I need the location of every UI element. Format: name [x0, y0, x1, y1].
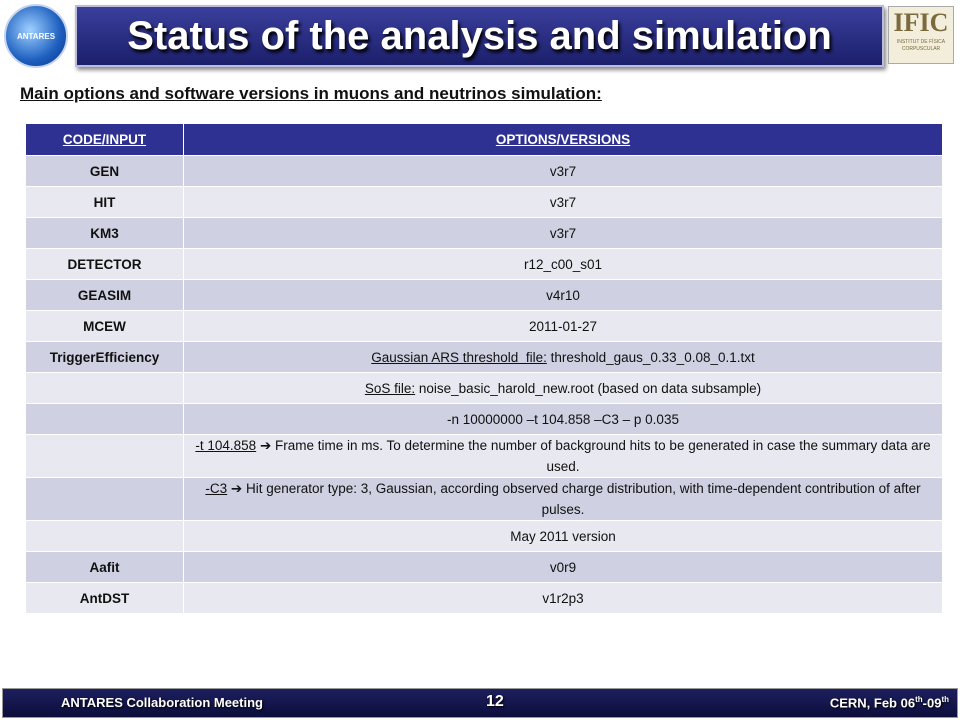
table-row: SoS file: noise_basic_harold_new.root (b…	[25, 372, 943, 404]
right-logo: IFIC INSTITUT DE FÍSICA CORPUSCULAR	[888, 6, 954, 64]
option-text: v3r7	[549, 194, 577, 210]
option-text: v3r7	[549, 163, 577, 179]
option-text: v3r7	[549, 225, 577, 241]
option-cell: v0r9	[183, 551, 943, 583]
code-cell: HIT	[25, 186, 184, 218]
subtitle: Main options and software versions in mu…	[20, 84, 602, 103]
option-cell: Gaussian ARS threshold file: threshold_g…	[183, 341, 943, 373]
footer-right-text: CERN, Feb 06	[829, 695, 916, 711]
code-cell: GEASIM	[25, 279, 184, 311]
header-row: CODE/INPUT OPTIONS/VERSIONS	[25, 123, 943, 156]
option-cell: v3r7	[183, 217, 943, 249]
table-row: Aafit v0r9	[25, 551, 943, 583]
table-row: GEN v3r7	[25, 155, 943, 187]
footer-right-text: -09	[922, 695, 942, 711]
option-cell: SoS file: noise_basic_harold_new.root (b…	[183, 372, 943, 404]
logo-subtext: INSTITUT DE FÍSICA CORPUSCULAR	[896, 39, 946, 52]
table-row: HIT v3r7	[25, 186, 943, 218]
table-row: -t 104.858 ➔ Frame time in ms. To determ…	[25, 434, 943, 478]
option-text: v0r9	[549, 559, 577, 575]
title: Status of the analysis and simulation	[127, 13, 832, 58]
option-text: SoS file:	[364, 380, 416, 396]
footer-right: CERN, Feb 06th-09th	[830, 695, 949, 710]
code-cell: GEN	[25, 155, 184, 187]
option-text: -C3	[205, 481, 228, 496]
table-row: May 2011 version	[25, 520, 943, 552]
header-cell: OPTIONS/VERSIONS	[183, 123, 943, 156]
code-cell: DETECTOR	[25, 248, 184, 280]
title-banner: Status of the analysis and simulation	[75, 5, 884, 67]
footer-right-text: th	[941, 695, 949, 704]
option-text: threshold_gaus_0.33_0.08_0.1.txt	[546, 349, 755, 365]
option-text: v4r10	[546, 287, 580, 303]
code-cell: Aafit	[25, 551, 184, 583]
option-cell: May 2011 version	[183, 520, 943, 552]
logo-text: ANTARES	[16, 31, 56, 41]
table-row: MCEW 2011-01-27	[25, 310, 943, 342]
table-row: -n 10000000 –t 104.858 –C3 – p 0.035	[25, 403, 943, 435]
option-cell: v1r2p3	[183, 582, 943, 614]
option-text: May 2011 version	[510, 528, 616, 544]
option-cell: 2011-01-27	[183, 310, 943, 342]
code-cell: TriggerEfficiency	[25, 341, 184, 373]
code-cell	[25, 434, 184, 478]
table-row: DETECTOR r12_c00_s01	[25, 248, 943, 280]
options-table: CODE/INPUT OPTIONS/VERSIONS GEN v3r7 HIT v3r7…	[25, 123, 943, 614]
page-number: 12	[486, 693, 504, 710]
option-text: r12_c00_s01	[523, 256, 603, 272]
option-text: -t 104.858	[195, 438, 257, 453]
footer: ANTARES Collaboration Meeting 12 CERN, F…	[2, 688, 958, 718]
table-row: TriggerEfficiency Gaussian ARS threshold …	[25, 341, 943, 373]
code-cell: KM3	[25, 217, 184, 249]
option-cell: v3r7	[183, 186, 943, 218]
option-text: 2011-01-27	[528, 318, 598, 334]
code-cell	[25, 477, 184, 521]
option-text: Gaussian ARS threshold file:	[371, 349, 547, 365]
option-cell: -t 104.858 ➔ Frame time in ms. To determ…	[183, 434, 943, 478]
left-logo: ANTARES	[4, 4, 68, 68]
code-cell: MCEW	[25, 310, 184, 342]
code-cell: AntDST	[25, 582, 184, 614]
option-text: v1r2p3	[542, 590, 584, 606]
option-cell: v3r7	[183, 155, 943, 187]
option-text: ➔ Frame time in ms. To determine the num…	[256, 438, 935, 474]
logo-text: IFIC	[893, 8, 949, 37]
option-cell: -C3 ➔ Hit generator type: 3, Gaussian, a…	[183, 477, 943, 521]
table-row: KM3 v3r7	[25, 217, 943, 249]
table-row: GEASIM v4r10	[25, 279, 943, 311]
code-cell	[25, 403, 184, 435]
table-row: AntDST v1r2p3	[25, 582, 943, 614]
table-row: -C3 ➔ Hit generator type: 3, Gaussian, a…	[25, 477, 943, 521]
option-text: -n 10000000 –t 104.858 –C3 – p 0.035	[447, 411, 679, 427]
option-cell: r12_c00_s01	[183, 248, 943, 280]
option-text: ➔ Hit generator type: 3, Gaussian, accor…	[227, 481, 925, 517]
option-cell: -n 10000000 –t 104.858 –C3 – p 0.035	[183, 403, 943, 435]
code-cell	[25, 520, 184, 552]
footer-left: ANTARES Collaboration Meeting	[61, 695, 263, 710]
code-cell	[25, 372, 184, 404]
option-text: noise_basic_harold_new.root (based on da…	[415, 380, 762, 396]
option-cell: v4r10	[183, 279, 943, 311]
footer-right-text: th	[915, 695, 923, 704]
header-cell: CODE/INPUT	[25, 123, 184, 156]
